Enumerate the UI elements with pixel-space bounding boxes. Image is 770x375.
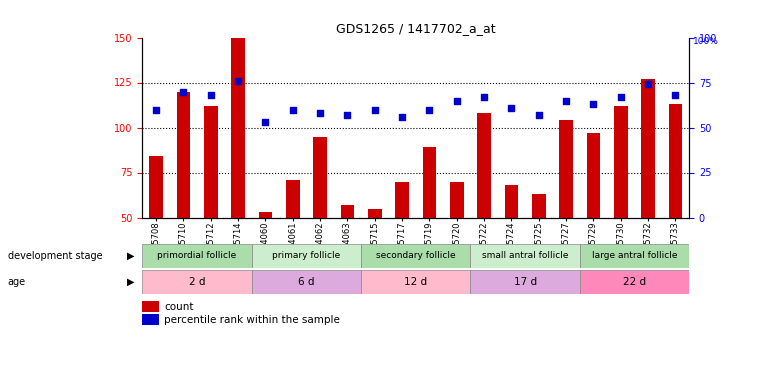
Bar <box>368 209 382 218</box>
Bar <box>477 113 491 218</box>
Point <box>369 106 381 112</box>
Bar <box>252 270 361 294</box>
Point <box>560 98 572 104</box>
Bar <box>142 314 159 325</box>
Bar <box>149 156 163 218</box>
Bar <box>142 302 159 312</box>
Point <box>669 92 681 98</box>
Bar <box>450 182 464 218</box>
Text: 12 d: 12 d <box>404 277 427 287</box>
Point <box>232 78 244 84</box>
Point <box>478 94 490 100</box>
Bar <box>580 270 689 294</box>
Text: ▶: ▶ <box>127 251 135 261</box>
Point <box>286 106 299 112</box>
Point <box>533 112 545 118</box>
Bar <box>204 106 218 218</box>
Point <box>205 92 217 98</box>
Bar <box>176 92 190 218</box>
Point <box>505 105 517 111</box>
Text: primordial follicle: primordial follicle <box>158 251 236 260</box>
Point <box>177 88 189 94</box>
Bar <box>504 185 518 218</box>
Bar <box>313 136 327 218</box>
Text: ▶: ▶ <box>127 277 135 287</box>
Text: count: count <box>164 302 193 312</box>
Point <box>259 119 272 125</box>
Bar <box>423 147 437 218</box>
Bar <box>395 182 409 218</box>
Point <box>396 114 408 120</box>
Bar <box>361 270 470 294</box>
Bar <box>259 212 273 217</box>
Text: 6 d: 6 d <box>298 277 315 287</box>
Bar <box>641 79 655 218</box>
Text: percentile rank within the sample: percentile rank within the sample <box>164 315 340 325</box>
Bar <box>587 133 601 218</box>
Title: GDS1265 / 1417702_a_at: GDS1265 / 1417702_a_at <box>336 22 496 35</box>
Text: 100%: 100% <box>693 38 719 46</box>
Bar <box>361 244 470 268</box>
Point <box>424 106 436 112</box>
Text: 17 d: 17 d <box>514 277 537 287</box>
Point <box>341 112 353 118</box>
Bar <box>532 194 546 217</box>
Point <box>150 106 162 112</box>
Bar <box>614 106 628 218</box>
Bar <box>142 270 252 294</box>
Bar <box>142 244 252 268</box>
Text: age: age <box>8 277 26 287</box>
Point <box>450 98 463 104</box>
Text: large antral follicle: large antral follicle <box>591 251 678 260</box>
Point <box>642 81 654 87</box>
Bar <box>580 244 689 268</box>
Bar <box>668 104 682 218</box>
Point <box>614 94 627 100</box>
Bar <box>470 244 580 268</box>
Text: primary follicle: primary follicle <box>273 251 340 260</box>
Text: small antral follicle: small antral follicle <box>482 251 568 260</box>
Point <box>314 110 326 116</box>
Bar <box>470 270 580 294</box>
Bar <box>252 244 361 268</box>
Bar <box>340 205 354 218</box>
Bar <box>559 120 573 218</box>
Text: 22 d: 22 d <box>623 277 646 287</box>
Text: development stage: development stage <box>8 251 102 261</box>
Bar <box>231 38 245 218</box>
Point <box>588 101 600 107</box>
Text: secondary follicle: secondary follicle <box>376 251 456 260</box>
Bar <box>286 180 300 218</box>
Text: 2 d: 2 d <box>189 277 206 287</box>
